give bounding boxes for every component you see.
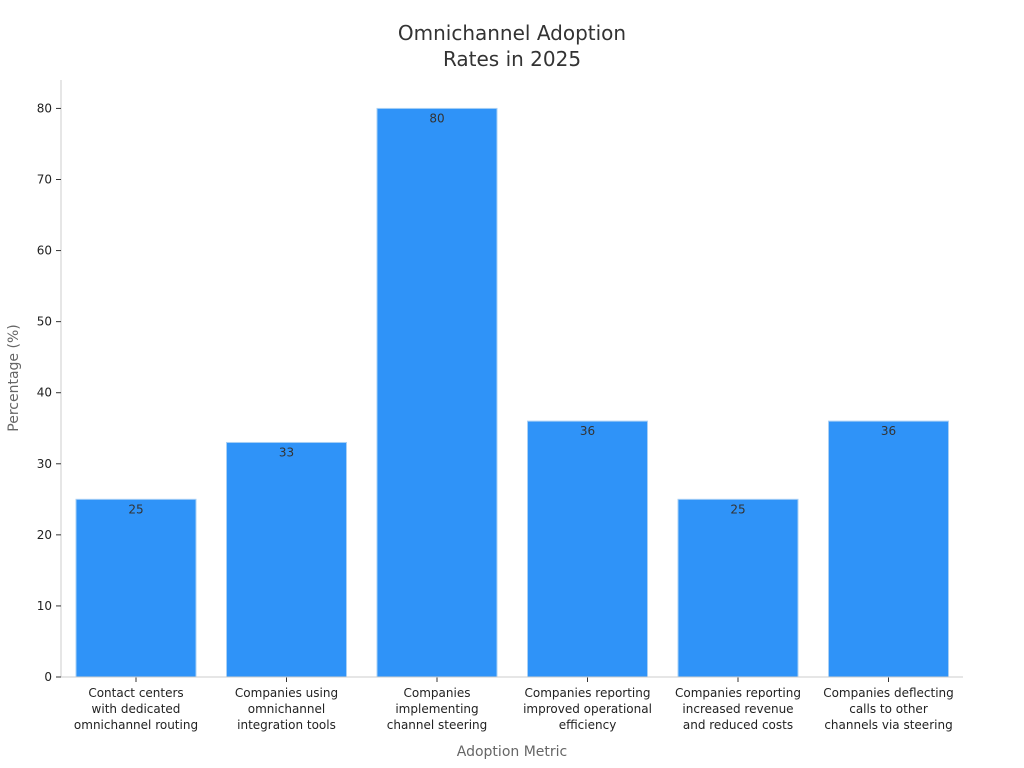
x-tick-label-2-line-2: omnichannel [248,702,325,716]
data-label-4: 36 [580,424,595,438]
x-axis-label: Adoption Metric [457,744,567,760]
x-tick-label-1-line-2: with dedicated [92,702,181,716]
x-tick-label-6-line-1: Companies deflecting [823,686,954,700]
y-tick-label-70: 70 [37,173,52,187]
x-tick-label-3-line-2: implementing [395,702,478,716]
x-tick-label-1-line-3: omnichannel routing [74,718,198,732]
y-tick-label-40: 40 [37,386,52,400]
chart-title-line-2: Rates in 2025 [443,47,581,71]
bar-3 [376,107,498,678]
data-label-6: 36 [881,424,896,438]
bar-1 [75,498,197,678]
x-tick-label-2-line-3: integration tools [237,718,336,732]
y-tick-label-80: 80 [37,101,52,115]
y-axis-label: Percentage (%) [6,324,22,431]
x-tick-label-4-line-1: Companies reporting [525,686,651,700]
bar-6 [828,420,949,678]
bars-layer: 25 33 80 36 25 36 [75,107,949,678]
x-tick-label-3-line-1: Companies [404,686,471,700]
x-tick-label-5-line-3: and reduced costs [683,718,793,732]
x-tick-label-5-line-1: Companies reporting [675,686,801,700]
bar-5 [677,498,799,678]
chart-title-line-1: Omnichannel Adoption [398,21,626,45]
data-label-1: 25 [128,502,143,516]
y-tick-label-10: 10 [37,599,52,613]
y-tick-label-50: 50 [37,315,52,329]
axes-layer: Contact centers with dedicated omnichannel… [37,80,963,732]
x-tick-label-6-line-3: channels via steering [824,718,952,732]
x-tick-label-4-line-2: improved operational [523,702,652,716]
y-tick-label-60: 60 [37,244,52,258]
x-tick-label-3-line-3: channel steering [387,718,488,732]
y-tick-label-20: 20 [37,528,52,542]
data-label-2: 33 [279,445,294,459]
x-tick-label-4-line-3: efficiency [559,718,617,732]
x-tick-label-5-line-2: increased revenue [682,702,793,716]
x-tick-label-6-line-2: calls to other [849,702,928,716]
y-tick-label-30: 30 [37,457,52,471]
bar-2 [226,441,347,678]
data-label-5: 25 [730,502,745,516]
data-label-3: 80 [429,111,444,125]
y-tick-label-0: 0 [44,670,52,684]
x-tick-label-1-line-1: Contact centers [88,686,183,700]
bar-4 [527,420,648,678]
x-tick-label-2-line-1: Companies using [235,686,338,700]
